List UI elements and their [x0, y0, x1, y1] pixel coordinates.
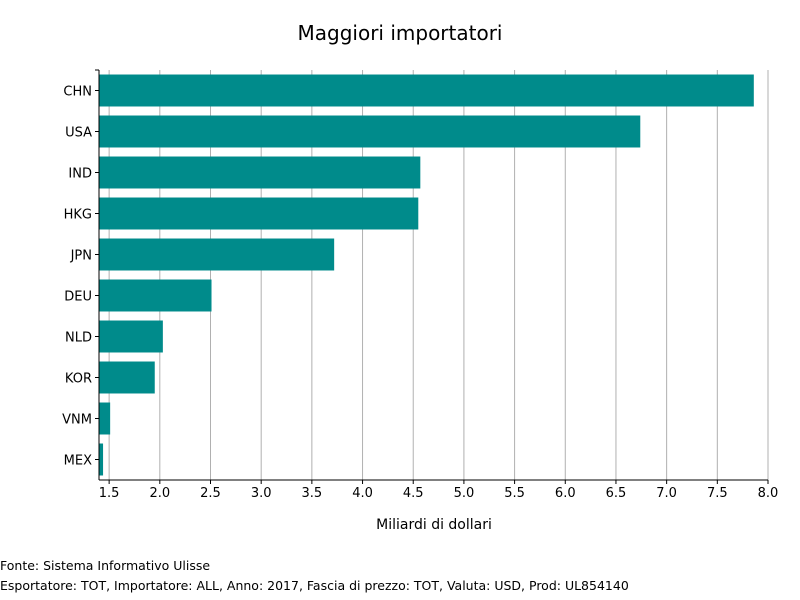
x-tick-label: 5.5	[504, 486, 525, 501]
x-tick-label: 6.5	[606, 486, 627, 501]
chart-title: Maggiori importatori	[298, 21, 503, 45]
bar-usa	[99, 115, 641, 148]
y-tick-label: USA	[65, 126, 92, 141]
y-tick-label: JPN	[70, 249, 92, 264]
x-axis-label: Miliardi di dollari	[376, 517, 492, 533]
x-tick-label: 8.0	[758, 486, 779, 501]
x-tick-label: 3.0	[251, 486, 272, 501]
y-tick-label: HKG	[64, 208, 92, 223]
bar-jpn	[99, 238, 335, 271]
y-tick-label: CHN	[63, 85, 92, 100]
x-tick-label: 5.0	[454, 486, 475, 501]
bar-chn	[99, 74, 754, 107]
x-tick-label: 6.0	[555, 486, 576, 501]
y-tick-label: IND	[68, 167, 92, 182]
y-tick-label: MEX	[64, 454, 92, 469]
footer-source: Fonte: Sistema Informativo Ulisse	[0, 558, 211, 573]
x-axis-ticks: 1.5 2.0 2.5 3.0 3.5 4.0 4.5 5.0 5.5 6.0 6.5 7.0 7.5 8…	[99, 480, 779, 501]
x-tick-label: 1.5	[99, 486, 120, 501]
y-axis-ticks: CHN USA IND HKG JPN DEU NLD KOR VNM MEX	[62, 85, 99, 469]
y-tick-label: KOR	[65, 372, 92, 387]
bar-kor	[99, 361, 155, 394]
bar-chart: Maggiori importatori CHN USA IND HKG JPN DEU N…	[62, 21, 779, 533]
x-tick-label: 7.5	[707, 486, 728, 501]
x-tick-label: 7.0	[656, 486, 677, 501]
bars	[99, 74, 754, 476]
y-tick-label: DEU	[64, 290, 92, 305]
y-tick-label: NLD	[65, 331, 92, 346]
bar-nld	[99, 320, 163, 353]
bar-vnm	[99, 402, 111, 435]
bar-hkg	[99, 197, 419, 230]
footer-params: Esportatore: TOT, Importatore: ALL, Anno…	[0, 578, 629, 593]
x-tick-label: 3.5	[302, 486, 323, 501]
x-tick-label: 2.5	[200, 486, 221, 501]
y-tick-label: VNM	[62, 413, 92, 428]
x-tick-label: 4.0	[352, 486, 373, 501]
bar-deu	[99, 279, 212, 312]
bar-mex	[99, 443, 104, 476]
x-tick-label: 2.0	[149, 486, 170, 501]
bar-ind	[99, 156, 421, 189]
x-tick-label: 4.5	[403, 486, 424, 501]
